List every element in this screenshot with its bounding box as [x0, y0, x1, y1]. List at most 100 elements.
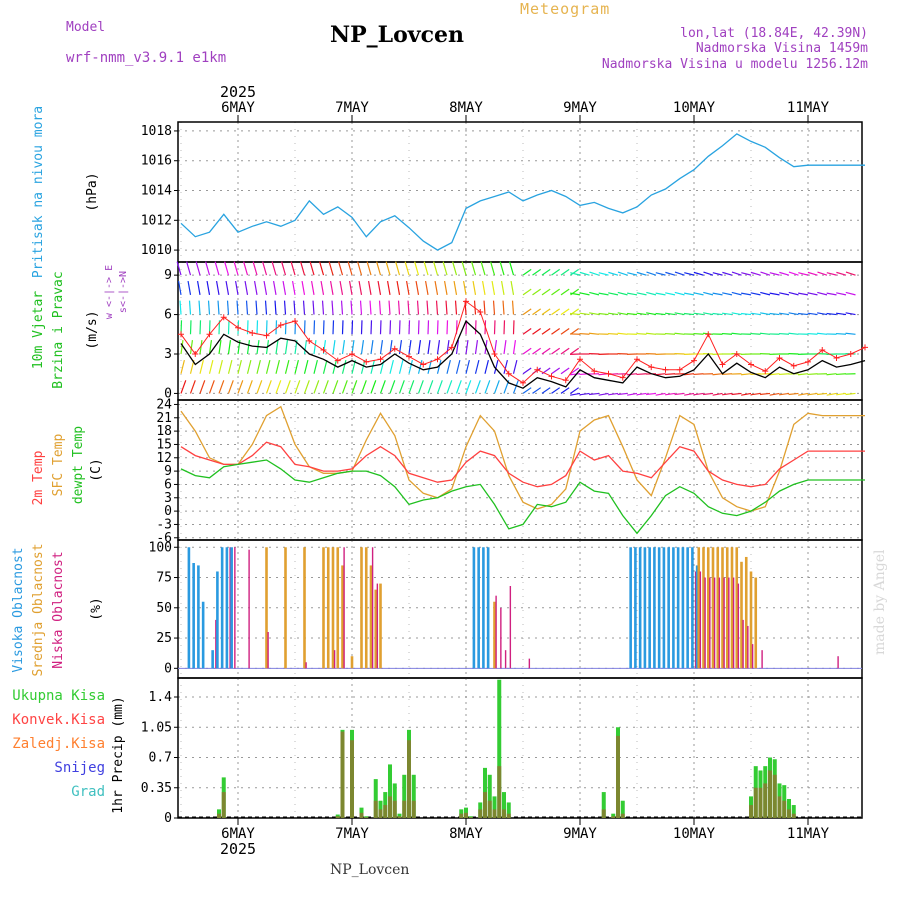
- wind-arrow: [560, 288, 570, 296]
- wind-arrow: [617, 392, 628, 396]
- wind-arrow: [386, 280, 391, 295]
- wind-arrow: [227, 359, 233, 374]
- wind-arrow: [570, 328, 580, 335]
- cloud-bar-high: [192, 563, 195, 669]
- wind-arrow: [551, 288, 561, 296]
- wind-arrow: [826, 392, 837, 396]
- wind-arrow: [455, 359, 461, 374]
- wind-arrow: [218, 380, 225, 394]
- wind-arrow: [826, 312, 837, 316]
- wind-arrow: [570, 268, 580, 276]
- wind-arrow: [655, 292, 666, 296]
- precip-bar-convective: [383, 805, 388, 818]
- cloud-bar-mid: [725, 547, 729, 669]
- precip-legend-item: Zaledj.Kisa: [12, 736, 105, 752]
- cloud-label-high: Visoka Oblacnost: [11, 547, 26, 672]
- wind-arrow: [246, 340, 251, 355]
- wind-arrow: [645, 332, 657, 335]
- wind-gust-marker: [363, 358, 370, 365]
- cloud-bar-mid: [749, 571, 753, 669]
- wind-arrow: [481, 280, 486, 295]
- wind-arrow: [453, 280, 458, 295]
- y-tick-label: 9: [164, 268, 172, 283]
- precip-bar-convective: [620, 813, 625, 818]
- day-label-top: 9MAY: [563, 100, 597, 116]
- wind-arrow: [360, 380, 367, 394]
- wind-arrow: [693, 271, 704, 276]
- wind-arrow: [759, 392, 771, 396]
- wind-gust-marker: [790, 362, 797, 369]
- cloud-bar-low: [234, 547, 236, 669]
- wind-arrow: [446, 359, 451, 374]
- wind-arrow: [522, 308, 532, 316]
- cloud-bar-mid: [702, 547, 705, 669]
- wind-arrow: [262, 261, 268, 276]
- wind-gust-marker: [235, 324, 241, 331]
- wind-arrow: [712, 312, 723, 316]
- cloud-bar-high: [197, 565, 200, 669]
- wind-arrow: [233, 261, 239, 276]
- cloud-bar-mid: [730, 547, 734, 669]
- wind-arrow: [357, 261, 363, 276]
- wind-arrow: [779, 392, 790, 396]
- wind-arrow: [465, 340, 469, 355]
- wind-arrow: [579, 332, 590, 335]
- precip-bar-convective: [502, 809, 506, 818]
- wind-arrow: [474, 380, 481, 394]
- wind-arrow: [313, 359, 318, 374]
- cloud-bar-low: [751, 644, 754, 669]
- wind-arrow: [836, 392, 847, 396]
- wind-compass-sn: s<-|->N: [118, 271, 129, 313]
- wind-arrow: [665, 292, 676, 296]
- wind-arrow: [798, 392, 809, 396]
- precip-bar-convective: [753, 787, 758, 818]
- wind-unit: (m/s): [85, 310, 100, 349]
- wind-arrow: [465, 359, 470, 374]
- wind-arrow: [340, 300, 344, 315]
- wind-arrow: [740, 373, 752, 376]
- wind-arrow: [807, 312, 818, 316]
- wind-gust-marker: [534, 366, 541, 373]
- day-label-top: 10MAY: [673, 100, 716, 116]
- cloud-bar-mid: [336, 547, 340, 669]
- wind-arrow: [246, 359, 252, 374]
- wind-arrow: [253, 280, 258, 295]
- wind-arrow: [442, 261, 448, 276]
- precip-bar-total: [502, 792, 506, 818]
- wind-arrow: [608, 392, 619, 396]
- wind-arrow: [722, 392, 733, 396]
- wind-gust-marker: [477, 308, 484, 315]
- wind-gust-marker: [249, 329, 256, 336]
- wind-gust-marker: [847, 351, 854, 357]
- cloud-bar-high: [220, 547, 224, 669]
- precip-bar-total: [497, 679, 502, 818]
- meteogram-label: Meteogram: [520, 0, 611, 18]
- day-label-bottom: 8MAY: [449, 826, 483, 842]
- panel-pressure: 1010 1012 1014 1016 1018: [141, 121, 863, 263]
- wind-arrow: [237, 359, 242, 374]
- wind-arrow: [227, 340, 232, 355]
- wind-arrow: [493, 359, 499, 374]
- cloud-bar-low: [333, 650, 336, 669]
- wind-arrow: [224, 261, 230, 276]
- wind-arrow: [645, 392, 657, 396]
- wind-arrow: [455, 380, 462, 394]
- wind-arrow: [665, 312, 676, 316]
- cloud-bar-mid: [721, 547, 724, 669]
- cloud-bar-low: [500, 607, 502, 669]
- y-tick-label: 0: [164, 504, 172, 519]
- wind-arrow: [321, 300, 325, 315]
- wind-arrow: [281, 261, 287, 276]
- wind-arrow: [332, 340, 336, 355]
- wind-label-2: Brzina i Pravac: [51, 271, 66, 388]
- wind-arrow: [560, 308, 570, 316]
- wind-gust-marker: [391, 345, 398, 352]
- wind-arrow: [436, 380, 443, 394]
- wind-arrow: [427, 359, 432, 374]
- wind-arrow: [282, 280, 287, 295]
- wind-arrow: [598, 392, 609, 396]
- wind-arrow: [626, 312, 638, 316]
- wind-arrow: [502, 300, 505, 315]
- wind-arrow: [188, 300, 192, 315]
- precip-bar-convective: [777, 796, 782, 818]
